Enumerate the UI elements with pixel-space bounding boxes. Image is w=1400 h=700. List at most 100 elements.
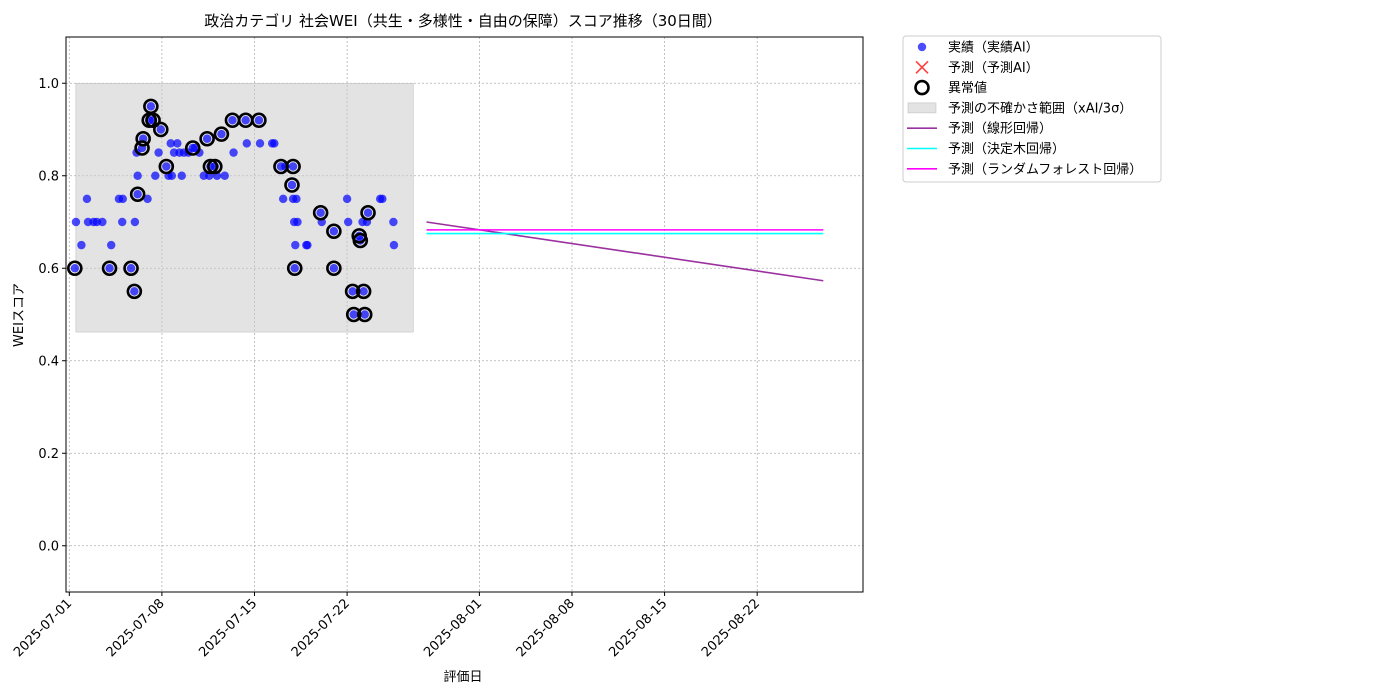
data-point <box>349 310 358 319</box>
anomaly-marker <box>356 306 373 323</box>
data-point <box>220 171 229 180</box>
data-point <box>348 287 357 296</box>
data-point <box>195 148 204 157</box>
legend-label: 予測（予測AI） <box>948 61 1039 76</box>
legend-label: 異常値 <box>948 80 987 96</box>
legend-label: 実績（実績AI） <box>948 40 1039 56</box>
anomaly-marker <box>145 112 161 129</box>
data-point <box>118 217 127 227</box>
data-point <box>156 125 166 134</box>
data-point <box>71 217 81 227</box>
data-point <box>329 227 339 236</box>
data-point <box>98 217 107 227</box>
data-point <box>359 287 368 296</box>
data-point <box>363 208 373 217</box>
y-tick-label: 0.2 <box>38 447 59 462</box>
anomaly-marker <box>355 283 372 300</box>
anomaly-marker <box>101 260 118 277</box>
data-point <box>173 139 182 148</box>
anomaly-marker <box>345 306 362 323</box>
data-point <box>389 217 398 227</box>
data-point <box>105 264 114 273</box>
y-tick-label: 0.0 <box>38 539 59 554</box>
data-point <box>293 217 302 227</box>
legend-label: 予測の不確かさ範囲（xAI/3σ） <box>948 100 1132 116</box>
data-point <box>162 162 171 171</box>
data-point <box>126 264 136 273</box>
anomaly-marker <box>135 130 151 147</box>
data-point <box>242 139 251 148</box>
anomaly-marker <box>129 186 146 203</box>
data-point <box>151 171 160 180</box>
anomaly-marker <box>251 112 267 129</box>
data-point <box>291 240 300 250</box>
data-point <box>228 116 237 125</box>
data-point <box>329 264 339 273</box>
y-tick-label: 0.8 <box>38 169 59 184</box>
data-point <box>270 139 279 148</box>
prediction-line <box>426 221 824 282</box>
legend-box <box>902 35 1162 183</box>
data-point <box>344 217 353 227</box>
data-point <box>288 162 298 171</box>
data-point <box>316 208 325 217</box>
legend-marker-predicted <box>915 60 929 74</box>
data-point <box>82 194 92 204</box>
anomaly-marker <box>126 283 143 300</box>
data-point <box>77 240 86 250</box>
anomaly-marker <box>312 204 329 221</box>
y-axis-label: WEIスコア <box>12 283 27 347</box>
y-tick-label: 0.6 <box>38 262 59 277</box>
data-point <box>241 116 250 125</box>
data-point <box>389 240 399 250</box>
data-point <box>133 171 142 180</box>
plot-frame <box>65 36 864 593</box>
data-point <box>290 264 299 273</box>
anomaly-marker <box>344 283 361 300</box>
legend-label: 予測（ランダムフォレスト回帰） <box>948 161 1142 177</box>
data-point <box>70 264 80 273</box>
data-point <box>254 116 264 125</box>
data-point <box>106 240 116 250</box>
anomaly-marker <box>326 260 342 277</box>
data-point <box>118 194 127 204</box>
data-point <box>217 129 226 139</box>
chart-title: 政治カテゴリ 社会WEI（共生・多様性・自由の保障）スコア推移（30日間） <box>204 12 722 30</box>
anomaly-marker <box>184 140 201 156</box>
data-point <box>360 310 369 319</box>
x-axis-label: 評価日 <box>443 670 482 685</box>
data-point <box>146 102 156 111</box>
data-point <box>278 194 288 204</box>
anomaly-markers-layer <box>67 98 376 323</box>
data-point <box>133 190 142 199</box>
legend-marker-anomaly <box>914 79 930 96</box>
data-point <box>342 194 352 204</box>
data-point <box>130 217 140 227</box>
legend-swatch-band <box>907 102 937 114</box>
data-point <box>167 171 177 180</box>
anomaly-marker <box>326 223 342 240</box>
anomaly-marker <box>284 177 300 193</box>
y-tick-label: 1.0 <box>38 77 59 92</box>
anomaly-marker <box>352 232 369 249</box>
anomaly-marker <box>286 260 303 277</box>
data-point <box>287 180 297 190</box>
data-point <box>177 171 186 180</box>
data-point <box>166 139 175 148</box>
anomaly-marker <box>213 126 230 142</box>
data-point <box>130 287 139 296</box>
legend-label: 予測（線形回帰） <box>948 121 1052 137</box>
anomaly-marker <box>123 260 139 277</box>
legend-label: 予測（決定木回帰） <box>948 141 1065 157</box>
anomaly-marker <box>134 140 150 156</box>
anomaly-marker <box>360 204 376 221</box>
data-point <box>255 139 265 148</box>
y-tick-label: 0.4 <box>38 354 59 369</box>
legend-marker-actual <box>917 42 927 52</box>
anomaly-marker <box>153 121 169 138</box>
anomaly-marker <box>158 158 175 175</box>
anomaly-marker <box>202 158 219 175</box>
data-point <box>154 148 163 157</box>
